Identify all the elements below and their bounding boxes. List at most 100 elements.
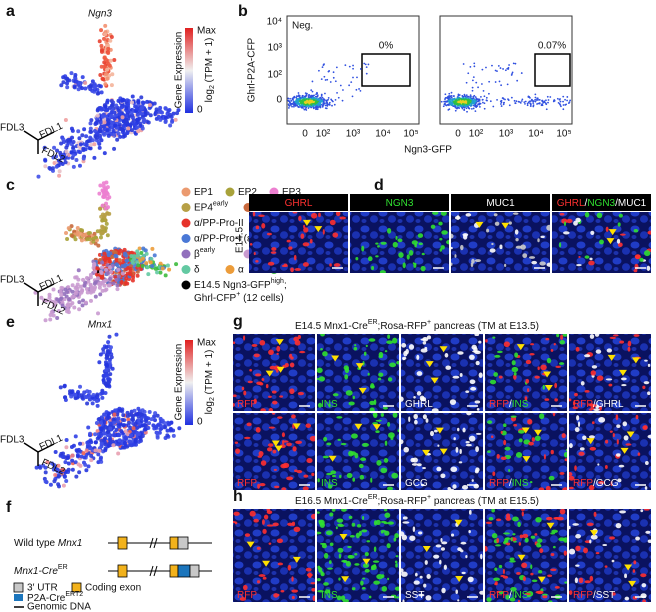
signal-spot (373, 546, 377, 553)
cell-dot (64, 145, 69, 150)
signal-spot (457, 351, 464, 355)
cell-dot (66, 310, 71, 315)
cell-dot (75, 225, 80, 230)
cell-dot (116, 274, 121, 279)
cell-dot (106, 253, 111, 258)
cell-dot (112, 116, 117, 121)
flow-dot (475, 81, 478, 84)
signal-spot (233, 402, 235, 407)
flow-dot (315, 101, 318, 104)
signal-spot (271, 390, 277, 394)
signal-spot (451, 246, 453, 250)
flow-dot (558, 103, 561, 105)
cell-dot (162, 424, 167, 429)
signal-spot (509, 560, 516, 563)
cell-dot (86, 464, 91, 469)
flow-dot (310, 89, 313, 92)
cell-dot (121, 413, 126, 418)
flow-dot (452, 95, 455, 98)
signal-spot (525, 378, 530, 384)
cell-dot (88, 272, 93, 277)
signal-spot (333, 263, 341, 267)
flow-dot (292, 99, 295, 101)
signal-spot (259, 340, 266, 346)
cell-dot (36, 174, 41, 179)
signal-spot (395, 563, 398, 568)
cell-dot (48, 312, 53, 317)
cell-dot (115, 412, 120, 417)
cell-dot (84, 448, 89, 453)
text-part: ; (284, 280, 287, 291)
axis-label: FDL3 (0, 123, 25, 134)
cell-dot (140, 412, 145, 417)
signal-spot (518, 541, 522, 546)
cell-dot (62, 291, 67, 296)
flow-dot (449, 98, 452, 101)
flow-dot (534, 100, 537, 103)
signal-spot (554, 398, 558, 402)
flow-dot (467, 95, 469, 98)
flow-dot (450, 96, 453, 99)
cell-dot (95, 87, 100, 92)
signal-spot (550, 532, 556, 535)
flow-dot (460, 104, 463, 107)
signal-spot (387, 377, 393, 382)
text-part: RFP (573, 478, 593, 489)
signal-spot (530, 564, 533, 570)
signal-spot (451, 262, 453, 266)
cell-dot (92, 231, 97, 236)
signal-spot (337, 547, 344, 553)
text-part: EP4 (194, 202, 213, 213)
flow-dot (543, 101, 546, 104)
signal-spot (416, 354, 420, 360)
cell-dot (98, 129, 103, 134)
flow-dot (339, 84, 342, 87)
signal-spot (233, 341, 236, 345)
flow-dot (545, 103, 548, 106)
axis-arrow (37, 443, 55, 453)
signal-spot (268, 395, 272, 398)
signal-spot (487, 450, 491, 453)
signal-spot (294, 268, 302, 271)
cell-dot (104, 372, 109, 377)
signal-spot (425, 595, 432, 601)
flow-dot (309, 99, 312, 102)
cell-dot (163, 115, 168, 120)
legend-label: βearly (194, 247, 215, 259)
flow-dot (447, 96, 450, 99)
channel-label: INS (321, 590, 338, 601)
panel-title: E14.5 Mnx1-CreER;Rosa-RFP+ pancreas (TM … (295, 319, 539, 331)
arrowhead (455, 575, 464, 582)
cell-dot (48, 482, 53, 487)
signal-spot (465, 555, 468, 559)
cell-dot (76, 462, 81, 467)
text-part: NGN3 (587, 198, 615, 209)
flow-dot (464, 98, 467, 101)
signal-spot (381, 585, 388, 592)
signal-spot (530, 343, 535, 346)
legend-swatch (181, 187, 191, 197)
flow-dot (330, 98, 333, 101)
cell-dot (73, 72, 78, 77)
signal-spot (485, 521, 493, 525)
flow-dot (524, 102, 526, 105)
signal-spot (643, 381, 650, 385)
text-part: pancreas (TM at E13.5) (431, 321, 539, 332)
signal-spot (348, 401, 355, 406)
signal-spot (514, 229, 519, 235)
signal-spot (561, 433, 566, 439)
cell-dot (68, 389, 73, 394)
signal-spot (644, 359, 648, 362)
signal-spot (401, 396, 404, 402)
cell-dot (97, 448, 102, 453)
panel-letter: b (238, 3, 248, 20)
cell-dot (149, 257, 154, 262)
arrowhead (501, 222, 510, 229)
signal-spot (619, 340, 625, 344)
flow-dot (355, 88, 358, 91)
signal-spot (609, 336, 617, 339)
cell-dot (153, 418, 158, 423)
signal-spot (367, 372, 370, 376)
signal-spot (588, 435, 595, 439)
y-axis-label: Ghrl-P2A-CFP (247, 37, 258, 102)
